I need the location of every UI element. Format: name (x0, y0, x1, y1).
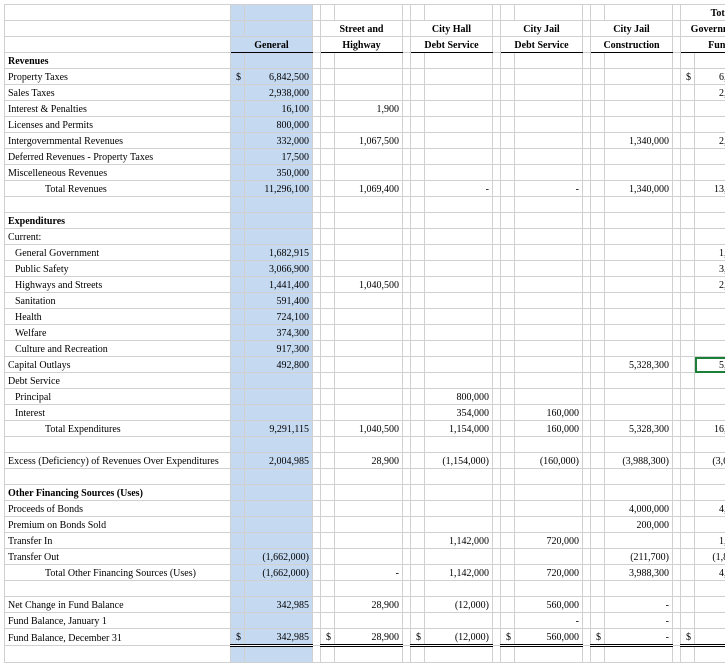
row-miscrev: Miscelleneous Revenues (5, 165, 231, 181)
col-hall: Debt Service (411, 37, 493, 53)
selected-cell[interactable]: 5,821,100 (695, 357, 725, 373)
col-street: Highway (321, 37, 403, 53)
section-ofsu: Other Financing Sources (Uses) (5, 485, 231, 501)
row-licperm: Licenses and Permits (5, 117, 231, 133)
financial-statement-table: Total Street and City Hall City Jail Cit… (4, 4, 725, 663)
col-jaildebt: Debt Service (501, 37, 583, 53)
row-welfare: Welfare (5, 325, 231, 341)
row-health: Health (5, 309, 231, 325)
section-debtservice: Debt Service (5, 373, 231, 389)
row-probonds: Proceeds of Bonds (5, 501, 231, 517)
row-intpen: Interest & Penalties (5, 101, 231, 117)
row-capout: Capital Outlays (5, 357, 231, 373)
row-fbdec: Fund Balance, December 31 (5, 629, 231, 646)
row-hwyst: Highways and Streets (5, 277, 231, 293)
col-jailcon: Construction (591, 37, 673, 53)
row-pubsaf: Public Safety (5, 261, 231, 277)
col-street-h1: Street and (321, 21, 403, 37)
row-culture: Culture and Recreation (5, 341, 231, 357)
row-sanit: Sanitation (5, 293, 231, 309)
col-total-h1: Total (681, 5, 725, 21)
row-igr: Intergovernmental Revenues (5, 133, 231, 149)
col-total-h2: Governmental (681, 21, 725, 37)
row-fbjan: Fund Balance, January 1 (5, 613, 231, 629)
row-totalexp: Total Expenditures (5, 421, 231, 437)
row-totalrev: Total Revenues (5, 181, 231, 197)
row-tout: Transfer Out (5, 549, 231, 565)
row-salestax: Sales Taxes (5, 85, 231, 101)
row-interest: Interest (5, 405, 231, 421)
row-principal: Principal (5, 389, 231, 405)
col-jailcon-h1: City Jail (591, 21, 673, 37)
section-expenditures: Expenditures (5, 213, 231, 229)
col-jaildebt-h1: City Jail (501, 21, 583, 37)
col-total: Funds (681, 37, 725, 53)
row-tin: Transfer In (5, 533, 231, 549)
row-gengov: General Government (5, 245, 231, 261)
col-general: General (231, 37, 313, 53)
row-excess: Excess (Deficiency) of Revenues Over Exp… (5, 453, 231, 469)
row-premium: Premium on Bonds Sold (5, 517, 231, 533)
row-defrev: Deferred Revenues - Property Taxes (5, 149, 231, 165)
col-hall-h1: City Hall (411, 21, 493, 37)
section-current: Current: (5, 229, 231, 245)
row-proptax: Property Taxes (5, 69, 231, 85)
row-netchg: Net Change in Fund Balance (5, 597, 231, 613)
row-totalofsu: Total Other Financing Sources (Uses) (5, 565, 231, 581)
section-revenues: Revenues (5, 53, 231, 69)
